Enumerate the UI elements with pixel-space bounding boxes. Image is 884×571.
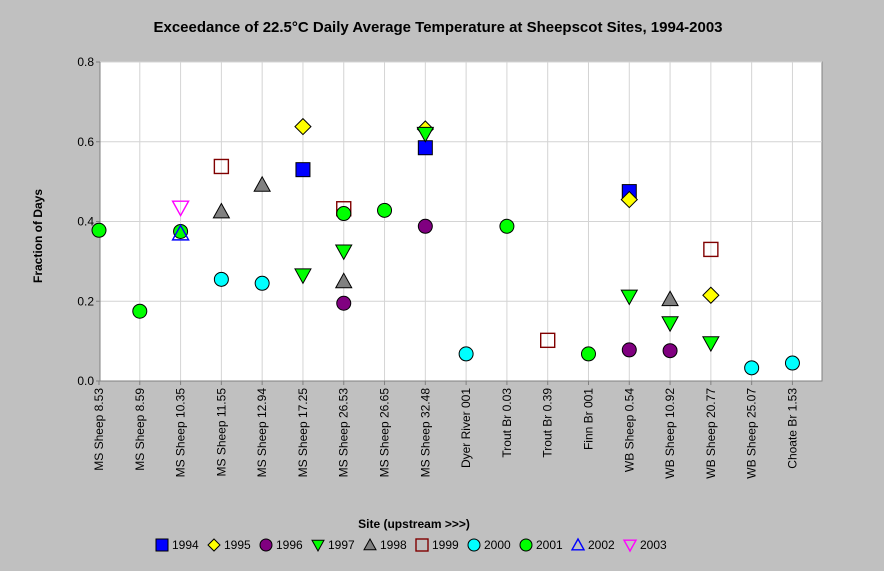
legend-marker-1999 — [415, 538, 429, 552]
y-tick-label: 0.0 — [77, 374, 94, 388]
data-point-1997 — [334, 244, 353, 261]
x-tick-label: Trout Br 0.03 — [500, 388, 514, 458]
x-tick-label: WB Sheep 10.92 — [663, 388, 677, 479]
data-point-2001 — [91, 222, 107, 238]
legend-marker-2002 — [570, 537, 586, 551]
legend-item-1999: 1999 — [415, 538, 459, 552]
data-point-1996 — [621, 342, 637, 358]
legend-label: 1996 — [276, 538, 303, 552]
data-point-2002 — [171, 224, 190, 241]
legend-label: 2001 — [536, 538, 563, 552]
data-point-2000 — [458, 346, 474, 362]
data-point-2001 — [377, 202, 393, 218]
data-point-1998 — [253, 175, 272, 192]
data-point-1996 — [417, 218, 433, 234]
data-point-1997 — [416, 126, 435, 143]
data-point-1998 — [334, 272, 353, 289]
data-point-2001 — [499, 218, 515, 234]
x-tick-label: WB Sheep 25.07 — [745, 388, 759, 479]
legend-item-2001: 2001 — [519, 538, 563, 552]
x-tick-label: MS Sheep 12.94 — [255, 388, 269, 478]
x-tick-label: Finn Br 001 — [581, 388, 595, 450]
legend-item-2003: 2003 — [622, 538, 667, 553]
data-point-1996 — [336, 295, 352, 311]
legend-item-1995: 1995 — [207, 538, 251, 552]
x-tick-label: MS Sheep 8.59 — [133, 388, 147, 471]
x-tick-label: MS Sheep 26.53 — [337, 388, 351, 478]
legend-item-1998: 1998 — [363, 537, 407, 552]
data-point-1997 — [294, 268, 312, 285]
x-tick-label: MS Sheep 32.48 — [418, 388, 432, 478]
data-point-2001 — [132, 303, 148, 319]
data-point-1999 — [703, 241, 719, 258]
x-axis-ticks: MS Sheep 8.53 MS Sheep 8.59 MS Sheep 10.35… — [92, 381, 799, 479]
legend-marker-1996 — [259, 538, 273, 552]
x-axis-label: Site (upstream >>>) — [358, 517, 470, 531]
data-point-2000 — [213, 271, 229, 287]
legend-label: 2000 — [484, 538, 511, 552]
y-tick-label: 0.6 — [77, 135, 94, 149]
legend-marker-1997 — [311, 539, 325, 553]
x-tick-label: MS Sheep 17.25 — [296, 388, 310, 478]
legend-item-2000: 2000 — [467, 538, 511, 552]
x-tick-label: MS Sheep 8.53 — [92, 388, 106, 471]
data-point-1994 — [295, 162, 311, 178]
x-tick-label: Trout Br 0.39 — [541, 388, 555, 458]
legend-item-1996: 1996 — [259, 538, 303, 552]
data-point-1994 — [417, 140, 433, 156]
y-tick-label: 0.2 — [77, 294, 94, 308]
x-tick-label: Dyer River 001 — [459, 388, 473, 468]
data-point-1997 — [702, 336, 720, 353]
data-point-1995 — [620, 190, 638, 209]
data-point-1999 — [540, 332, 556, 349]
legend-marker-2000 — [467, 538, 481, 552]
legend-marker-2003 — [622, 539, 638, 553]
data-point-2001 — [580, 346, 596, 362]
y-axis-ticks: 0.0 0.2 0.4 0.6 0.8 — [77, 55, 100, 388]
legend: 1994 1995 1996 1997 1998 1999 2000 2001 2002 2003 — [155, 537, 667, 553]
x-tick-label: Choate Br 1.53 — [785, 388, 799, 469]
legend-label: 1999 — [432, 538, 459, 552]
legend-marker-1994 — [155, 538, 169, 552]
data-point-1996 — [662, 343, 678, 359]
data-point-1998 — [661, 290, 679, 307]
legend-label: 1997 — [328, 538, 355, 552]
data-point-2000 — [254, 275, 270, 291]
data-point-2001 — [336, 206, 352, 222]
legend-label: 1994 — [172, 538, 199, 552]
data-point-1999 — [213, 158, 230, 175]
data-point-1995 — [294, 117, 312, 136]
data-point-1997 — [620, 289, 639, 306]
y-axis-label: Fraction of Days — [31, 189, 45, 283]
data-point-2000 — [744, 360, 760, 376]
data-point-1998 — [212, 202, 231, 219]
legend-item-1994: 1994 — [155, 538, 199, 552]
data-point-2000 — [784, 355, 800, 371]
legend-marker-1998 — [363, 537, 377, 551]
x-tick-label: MS Sheep 11.55 — [214, 388, 228, 477]
x-tick-label: WB Sheep 0.54 — [622, 388, 636, 472]
legend-label: 2002 — [588, 538, 615, 552]
legend-item-2002: 2002 — [570, 537, 615, 552]
x-tick-label: WB Sheep 20.77 — [704, 388, 718, 479]
x-tick-label: MS Sheep 26.65 — [378, 388, 392, 478]
legend-item-1997: 1997 — [311, 538, 355, 553]
data-point-1997 — [661, 316, 679, 333]
y-tick-label: 0.4 — [77, 215, 94, 229]
x-tick-label: MS Sheep 10.35 — [174, 388, 188, 478]
legend-label: 1995 — [224, 538, 251, 552]
legend-marker-1995 — [207, 538, 221, 552]
y-tick-label: 0.8 — [77, 55, 94, 69]
legend-label: 1998 — [380, 538, 407, 552]
data-point-2003 — [171, 200, 190, 217]
data-point-1995 — [702, 286, 720, 304]
legend-marker-2001 — [519, 538, 533, 552]
legend-label: 2003 — [640, 538, 667, 552]
data-points — [91, 117, 800, 376]
chart-title: Exceedance of 22.5°C Daily Average Tempe… — [153, 19, 722, 36]
